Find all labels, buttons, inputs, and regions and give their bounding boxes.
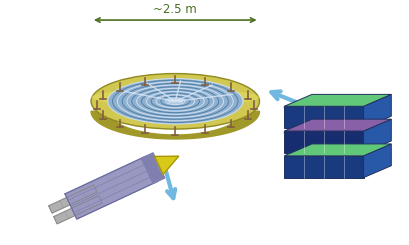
- Polygon shape: [363, 94, 390, 128]
- Text: ~2.5 m: ~2.5 m: [153, 3, 197, 16]
- Text: 600x: 600x: [328, 97, 377, 115]
- Ellipse shape: [108, 79, 242, 124]
- Polygon shape: [283, 131, 363, 133]
- Polygon shape: [283, 144, 390, 156]
- Polygon shape: [283, 106, 363, 128]
- Polygon shape: [65, 156, 157, 219]
- Polygon shape: [54, 196, 102, 224]
- Polygon shape: [283, 131, 363, 153]
- Polygon shape: [363, 119, 390, 153]
- Polygon shape: [49, 185, 97, 213]
- Polygon shape: [283, 94, 390, 106]
- Polygon shape: [283, 106, 363, 108]
- Polygon shape: [141, 153, 164, 184]
- Polygon shape: [154, 156, 178, 174]
- Ellipse shape: [167, 99, 183, 104]
- Ellipse shape: [91, 89, 259, 106]
- Polygon shape: [283, 119, 390, 131]
- Polygon shape: [91, 111, 259, 139]
- Polygon shape: [363, 144, 390, 178]
- Polygon shape: [283, 156, 363, 178]
- Ellipse shape: [91, 74, 259, 129]
